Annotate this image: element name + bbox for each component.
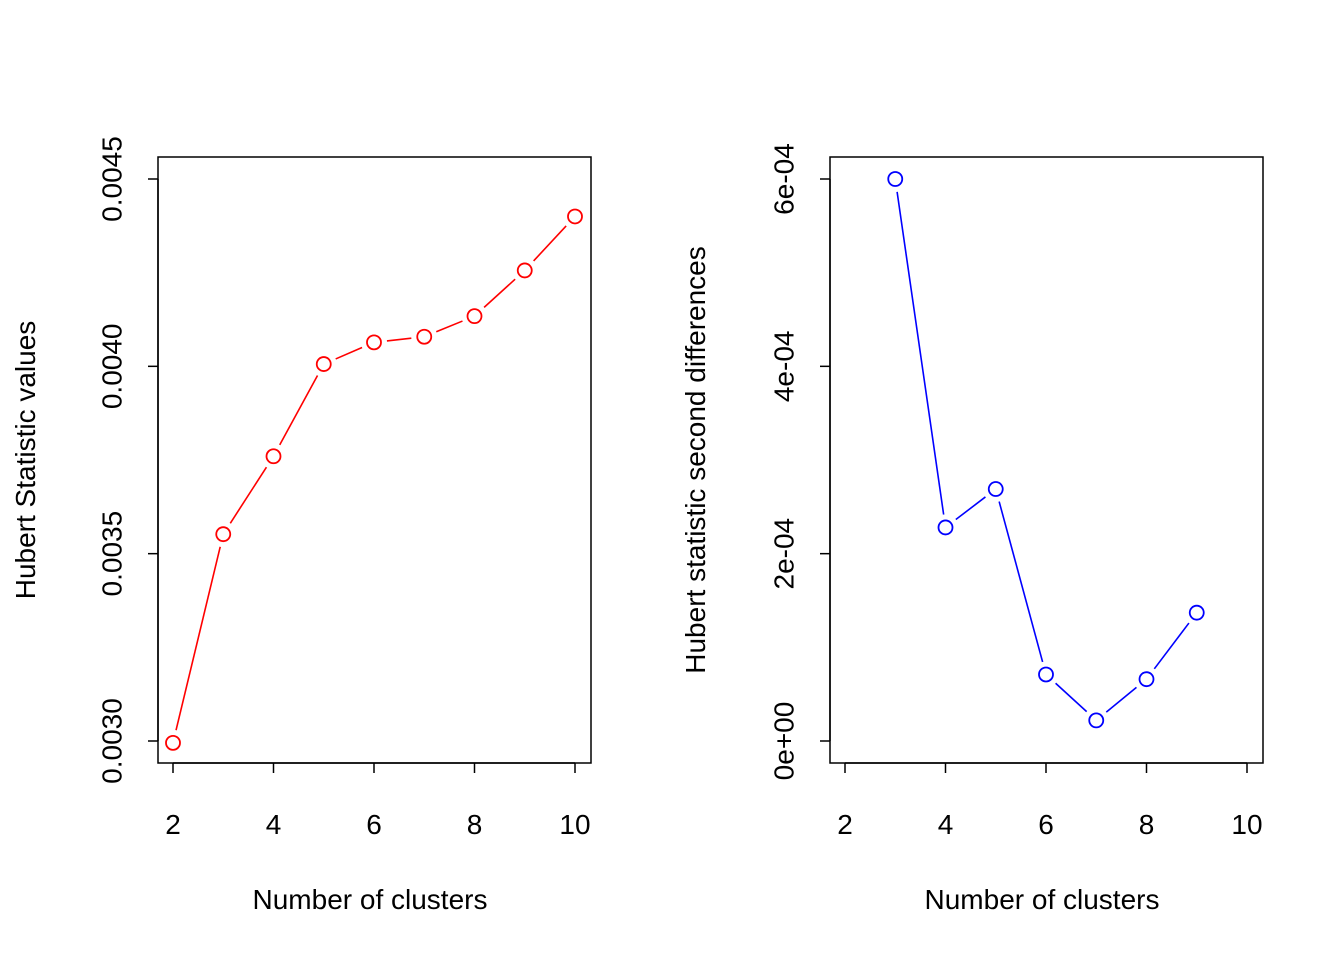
right-series-segment [998, 501, 1044, 663]
right-x-tick-label: 4 [938, 809, 954, 840]
right-data-point [937, 519, 954, 536]
right-y-tick-label: 0e+00 [769, 702, 800, 781]
right-axes: 2 4 6 8 10 0e+00 2e-04 4e-04 6e-04 [769, 143, 1263, 840]
left-data-point [466, 308, 483, 325]
right-series-segment [896, 191, 945, 515]
right-series-segment [955, 496, 986, 521]
right-series-segment [1153, 622, 1190, 670]
left-series-segment [229, 466, 268, 524]
right-data-point [987, 481, 1004, 497]
right-chart: 2 4 6 8 10 0e+00 2e-04 4e-04 6e-04 Number of clu… [680, 143, 1264, 915]
right-data-point [1138, 671, 1155, 688]
left-x-tick-label: 4 [266, 809, 282, 840]
right-data-point [887, 171, 904, 187]
left-series-segment [175, 546, 221, 731]
left-data-point [265, 448, 282, 465]
left-y-axis-label: Hubert Statistic values [10, 321, 41, 600]
left-data-point [366, 334, 382, 351]
left-series-segment [335, 346, 363, 360]
left-series-segment [279, 375, 319, 446]
left-data-point [315, 356, 332, 372]
left-series-segment [483, 278, 516, 308]
left-data-point [165, 734, 181, 751]
left-x-axis-label: Number of clusters [253, 884, 488, 915]
right-x-tick-label: 8 [1139, 809, 1155, 840]
right-series-segment [1055, 682, 1088, 713]
left-y-tick-label: 0.0035 [97, 511, 128, 597]
left-series-marks [165, 208, 583, 751]
right-x-tick-label: 6 [1038, 809, 1054, 840]
right-y-tick-label: 2e-04 [769, 518, 800, 590]
left-x-tick-label: 8 [467, 809, 483, 840]
right-data-point [1188, 604, 1205, 621]
left-chart: 2 4 6 8 10 0.0030 0.0035 0.0040 0.0045 Number of… [10, 136, 592, 915]
left-y-tick-label: 0.0040 [97, 324, 128, 410]
left-series-segment [533, 225, 567, 262]
left-x-tick-label: 6 [366, 809, 382, 840]
left-data-point [516, 262, 533, 279]
left-axes: 2 4 6 8 10 0.0030 0.0035 0.0040 0.0045 [97, 136, 591, 840]
right-y-axis-label: Hubert statistic second differences [680, 246, 711, 673]
right-data-point [1038, 666, 1054, 683]
right-series-marks [887, 171, 1205, 729]
left-y-tick-label: 0.0045 [97, 136, 128, 222]
right-x-tick-label: 2 [837, 809, 853, 840]
left-data-point [416, 328, 433, 345]
right-x-axis-label: Number of clusters [925, 884, 1160, 915]
left-x-tick-label: 10 [559, 809, 590, 840]
left-x-tick-label: 2 [165, 809, 181, 840]
left-series-segment [386, 337, 412, 342]
left-y-tick-label: 0.0030 [97, 698, 128, 784]
left-data-point [567, 208, 583, 225]
left-data-point [215, 526, 232, 543]
left-series-segment [435, 320, 463, 333]
left-plot-frame [157, 156, 592, 764]
right-y-tick-label: 6e-04 [769, 143, 800, 215]
right-x-tick-label: 10 [1231, 809, 1262, 840]
right-y-tick-label: 4e-04 [769, 331, 800, 403]
right-data-point [1088, 712, 1105, 729]
right-series-segment [1105, 686, 1137, 713]
